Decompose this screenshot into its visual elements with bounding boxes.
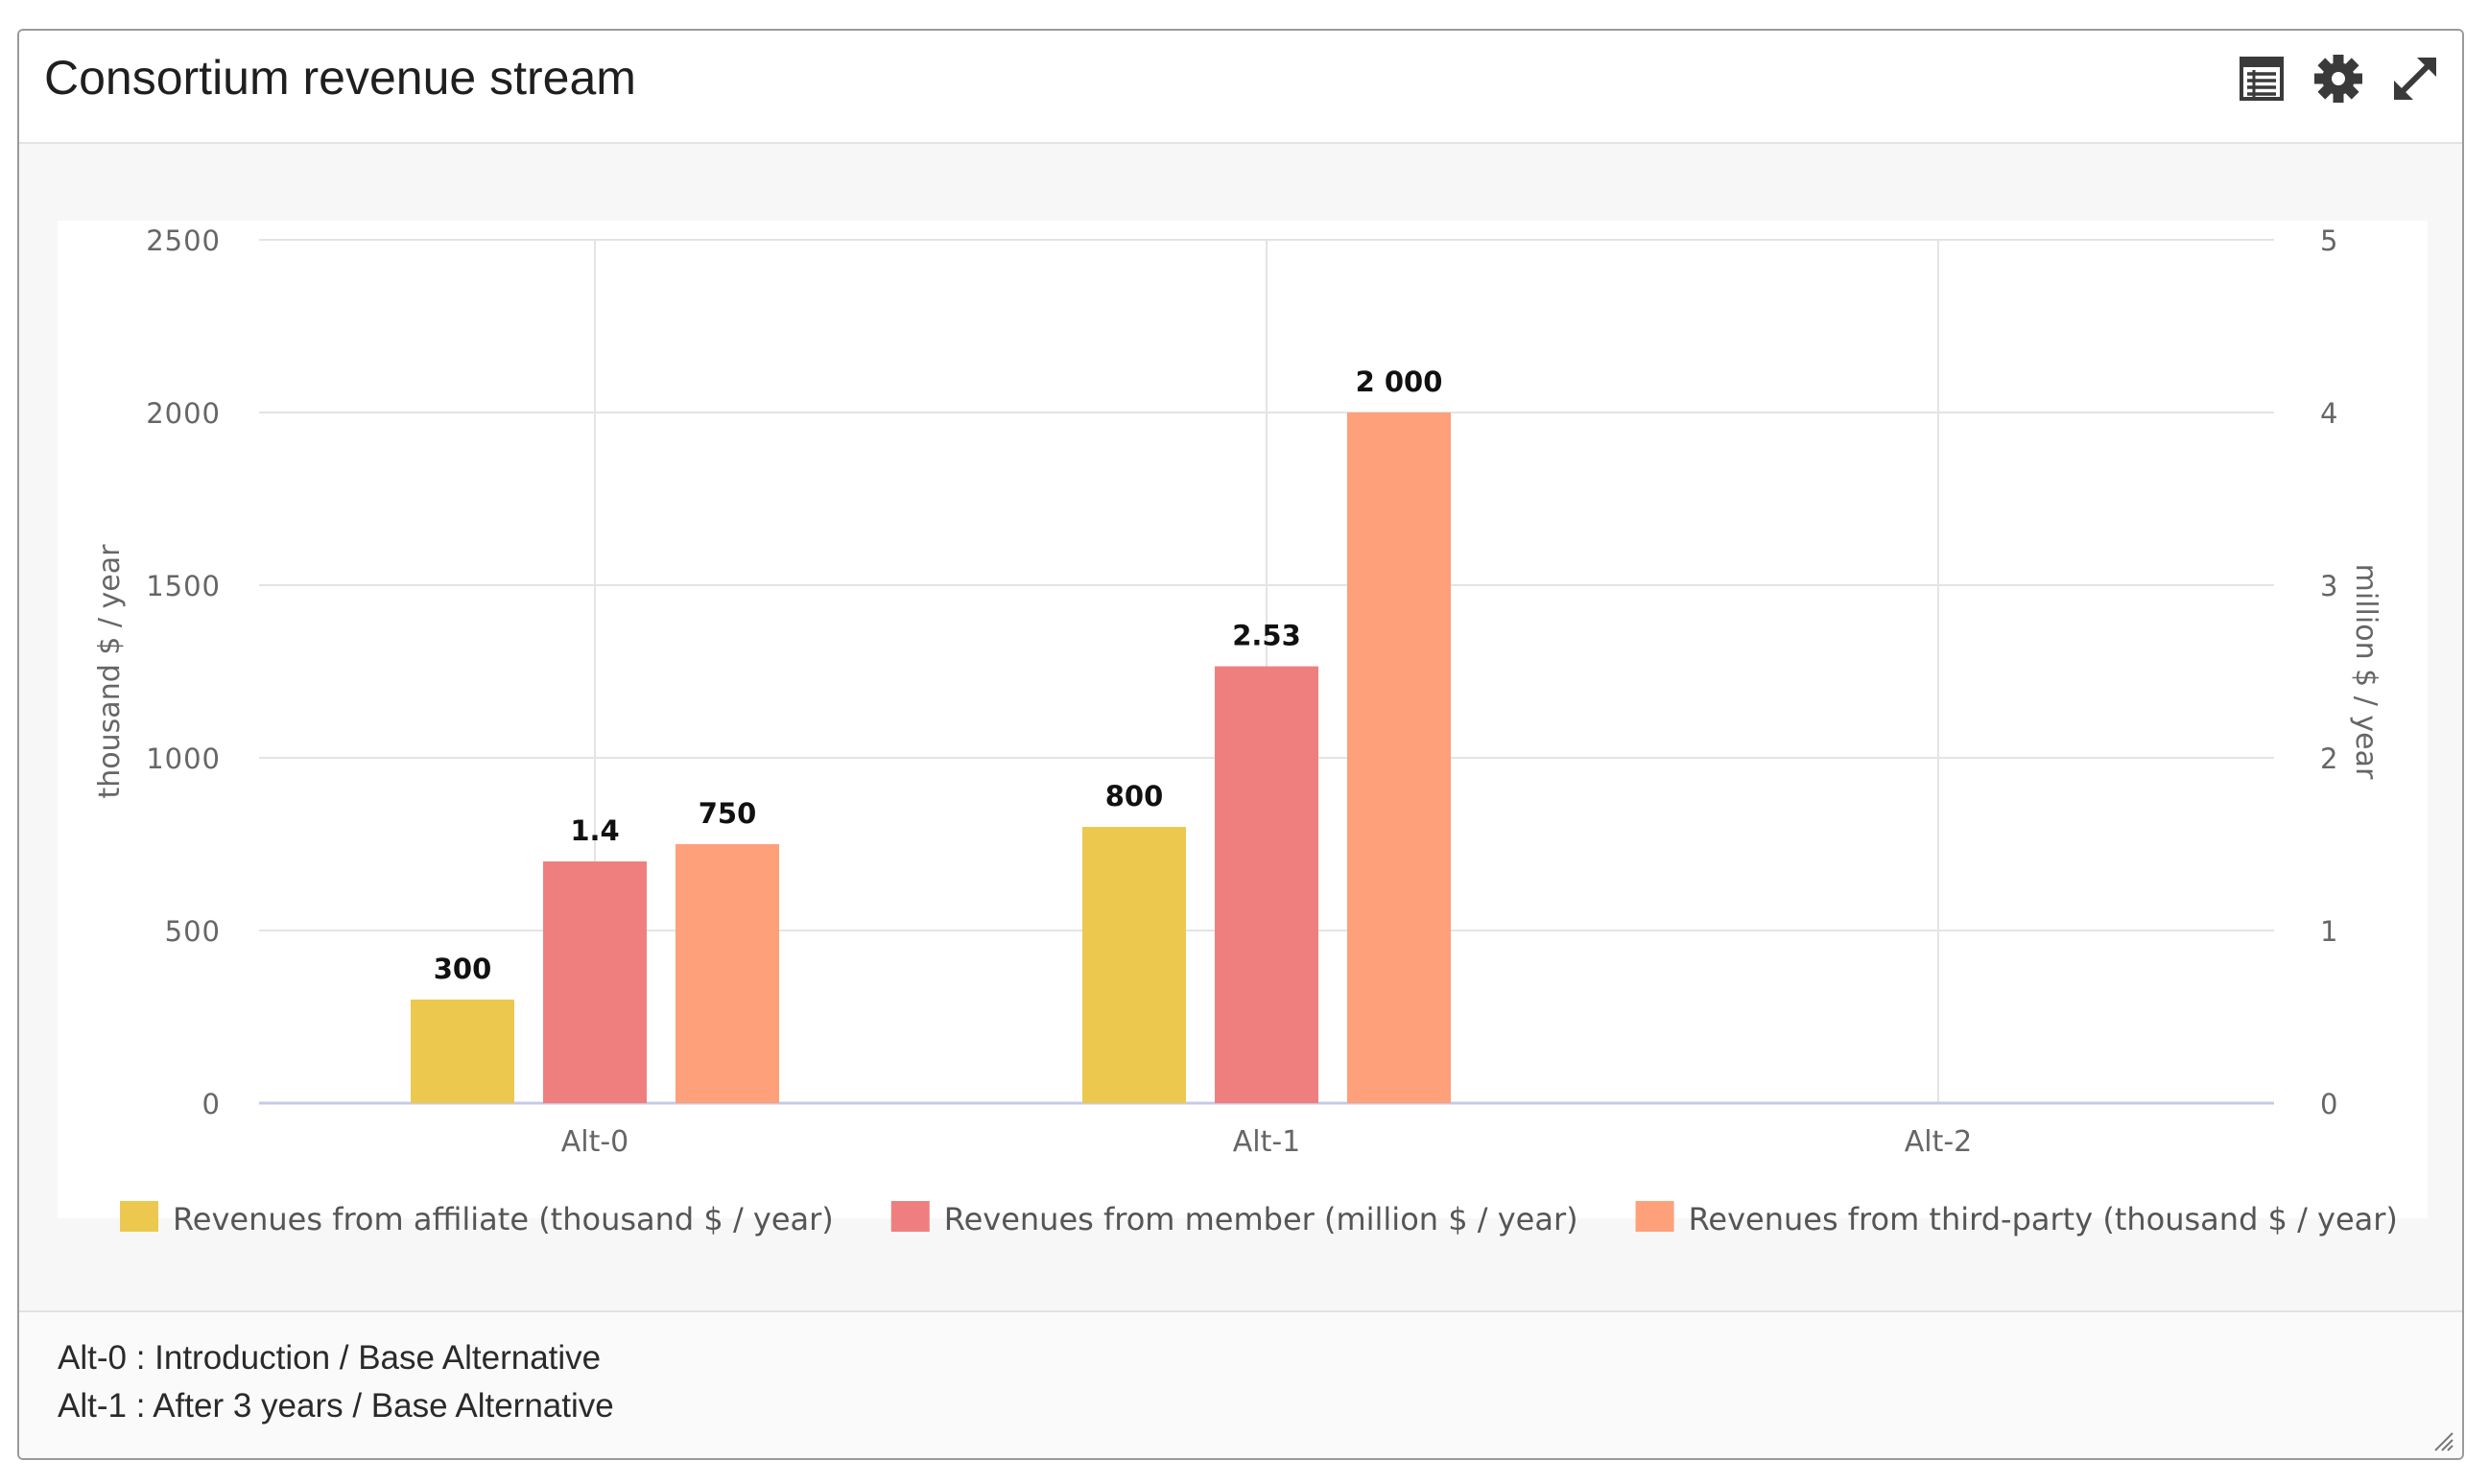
data-label: 2 000 [1356,365,1443,398]
y-right-tick-label: 1 [2320,915,2337,948]
bar-1-alt-1 [1082,827,1186,1103]
y-right-tick-label: 4 [2320,397,2337,430]
y-left-tick-label: 2000 [146,397,221,430]
data-label: 800 [1105,780,1164,813]
legend-label-1: Revenues from affiliate (thousand $ / ye… [173,1201,834,1237]
widget-title: Consortium revenue stream [44,51,636,105]
y-left-tick-label: 1000 [146,742,221,775]
widget-toolbar [2234,40,2443,117]
y-right-tick-label: 2 [2320,742,2337,775]
y-right-tick-label: 5 [2320,224,2337,257]
y-left-tick-label: 0 [202,1088,221,1120]
bar-2-alt-0 [543,861,647,1103]
gear-icon [2314,55,2362,103]
y-left-axis-title: thousand $ / year [93,544,127,799]
bar-3-alt-1 [1347,412,1451,1103]
data-label: 2.53 [1232,620,1301,652]
data-label: 750 [699,797,757,830]
x-tick-label: Alt-2 [1905,1125,1973,1159]
data-label: 1.4 [570,814,619,847]
chart-body: 0 0 500 1 1000 2 1500 3 2000 4 2500 5 Alt-0 Alt-1 Alt-… [19,144,2462,1314]
bar-3-alt-0 [676,844,779,1103]
y-left-tick-label: 1500 [146,570,221,602]
y-left-tick-label: 2500 [146,224,221,257]
legend-label-2: Revenues from member (million $ / year) [944,1201,1578,1237]
expand-button[interactable] [2387,51,2443,106]
bar-1-alt-0 [411,1000,514,1103]
legend-label-3: Revenues from third-party (thousand $ / … [1689,1201,2398,1237]
legend-swatch-1 [120,1201,158,1232]
x-tick-label: Alt-1 [1233,1125,1301,1159]
y-right-tick-label: 3 [2320,570,2337,602]
y-right-tick-label: 0 [2320,1088,2337,1120]
expand-icon [2394,58,2436,100]
table-icon [2240,57,2284,101]
data-label: 300 [434,953,492,985]
widget-footer: Alt-0 : Introduction / Base Alternative … [19,1310,2462,1458]
legend-swatch-2 [890,1201,930,1232]
footer-note-alt-0: Alt-0 : Introduction / Base Alternative [58,1339,602,1377]
y-right-axis-title: million $ / year [2349,564,2382,780]
chart-widget: Consortium revenue stream [17,29,2464,1460]
x-tick-label: Alt-0 [561,1125,629,1159]
bar-chart: 0 0 500 1 1000 2 1500 3 2000 4 2500 5 Alt-0 Alt-1 Alt-… [58,221,2428,1237]
footer-note-alt-1: Alt-1 : After 3 years / Base Alternative [58,1387,614,1425]
widget-header: Consortium revenue stream [19,31,2462,144]
settings-button[interactable] [2311,51,2366,106]
resize-handle-icon[interactable] [2430,1427,2454,1452]
y-left-tick-label: 500 [165,915,221,948]
bar-2-alt-1 [1215,666,1318,1103]
data-table-button[interactable] [2234,51,2289,106]
legend-swatch-3 [1635,1201,1674,1232]
